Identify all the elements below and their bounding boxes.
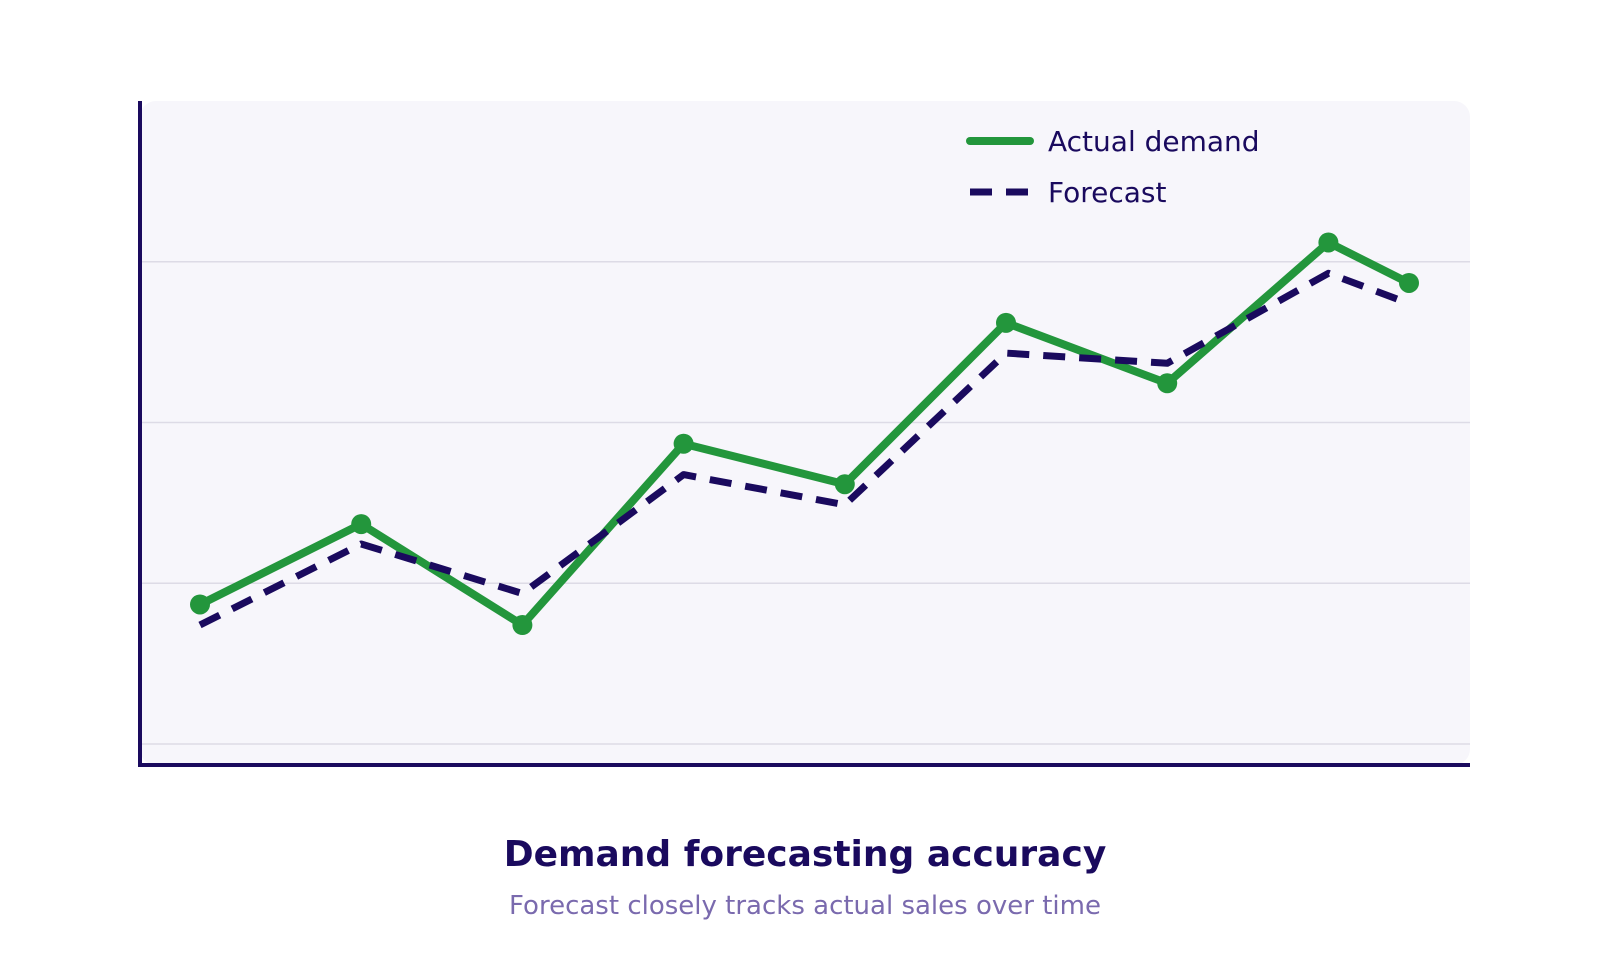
legend-label-actual-demand: Actual demand [1048, 125, 1260, 158]
data-point-actual-demand [1318, 232, 1339, 253]
gridlines [140, 261, 1470, 745]
legend-label-forecast: Forecast [1048, 176, 1167, 209]
legend: Actual demand Forecast [966, 125, 1260, 209]
data-point-actual-demand [996, 312, 1016, 333]
chart-title: Demand forecasting accuracy [504, 834, 1107, 875]
plot-background [140, 101, 1470, 765]
series-group [190, 232, 1419, 636]
data-point-actual-demand [1157, 373, 1178, 394]
data-point-actual-demand [834, 474, 855, 495]
data-point-actual-demand [512, 615, 533, 636]
series-line-forecast [198, 269, 1411, 629]
data-point-actual-demand [351, 514, 372, 535]
data-point-actual-demand [673, 433, 694, 454]
chart-subtitle: Forecast closely tracks actual sales ove… [509, 891, 1101, 921]
data-point-actual-demand [190, 594, 210, 615]
data-point-actual-demand [1399, 272, 1419, 293]
